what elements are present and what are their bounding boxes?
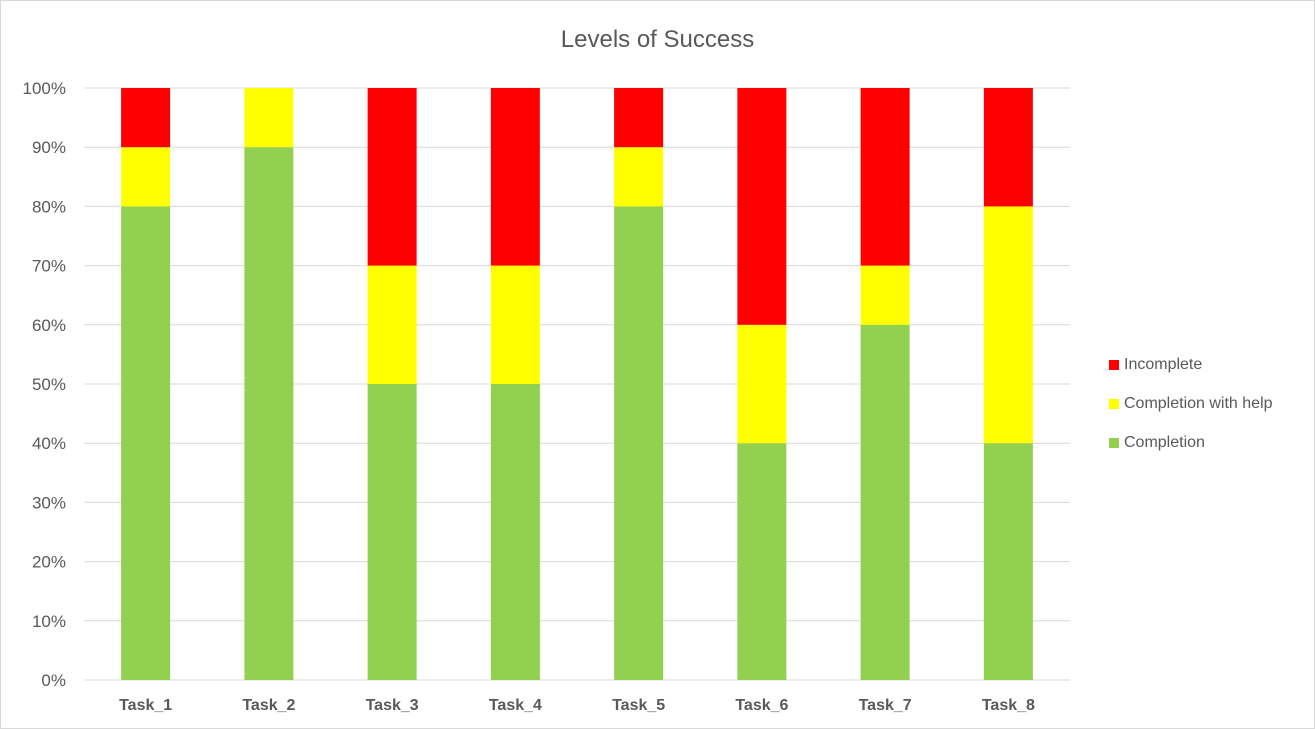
- chart-title: Levels of Success: [560, 26, 755, 53]
- bar-segment-completion-with-help: [614, 147, 664, 207]
- legend-swatch: [1109, 398, 1119, 409]
- x-tick-label: Task_8: [982, 697, 1035, 714]
- y-tick-label: 100%: [23, 79, 66, 98]
- y-axis-tick-labels: 0% 10% 20% 30% 40% 50% 60% 70% 80% 90% 100%: [23, 79, 66, 690]
- bar-segment-completion-with-help: [367, 265, 417, 384]
- bar-segment-completion-with-help: [983, 206, 1033, 444]
- bar-segment-completion: [367, 384, 417, 680]
- y-tick-label: 90%: [32, 138, 66, 157]
- x-tick-label: Task_4: [489, 697, 542, 714]
- bar-segment-incomplete: [490, 88, 540, 266]
- legend-item: Completion with help: [1109, 384, 1273, 423]
- legend-label: Incomplete: [1124, 355, 1203, 373]
- legend-swatch: [1109, 437, 1119, 448]
- bar-segment-completion: [244, 147, 294, 680]
- y-tick-label: 30%: [32, 493, 66, 512]
- legend-item: Incomplete: [1109, 345, 1273, 384]
- bar-segment-completion: [614, 206, 664, 680]
- x-tick-label: Task_1: [119, 697, 172, 714]
- y-tick-label: 50%: [32, 375, 66, 394]
- legend-label: Completion: [1124, 433, 1205, 451]
- bar-segment-incomplete: [737, 88, 787, 325]
- x-tick-label: Task_6: [735, 697, 788, 714]
- bar-segment-completion: [737, 443, 787, 680]
- y-tick-label: 20%: [32, 553, 66, 572]
- y-tick-label: 80%: [32, 197, 66, 216]
- bar-segment-completion: [860, 324, 910, 680]
- legend-label: Completion with help: [1124, 394, 1273, 412]
- bar-segment-incomplete: [121, 88, 171, 148]
- y-tick-label: 70%: [32, 257, 66, 276]
- x-tick-label: Task_5: [612, 697, 665, 714]
- x-tick-label: Task_7: [859, 697, 912, 714]
- y-tick-label: 10%: [32, 612, 66, 631]
- legend: Incomplete Completion with help Completion: [1109, 345, 1273, 462]
- y-tick-label: 60%: [32, 316, 66, 335]
- y-tick-label: 40%: [32, 434, 66, 453]
- bar-segment-incomplete: [983, 88, 1033, 207]
- x-tick-label: Task_2: [242, 697, 295, 714]
- bars: [121, 88, 1033, 680]
- bar-segment-completion-with-help: [121, 147, 171, 207]
- bar-segment-completion: [490, 384, 540, 680]
- bar-segment-completion: [983, 443, 1033, 680]
- legend-item: Completion: [1109, 423, 1273, 462]
- bar-segment-completion-with-help: [737, 324, 787, 444]
- x-tick-label: Task_3: [366, 697, 419, 714]
- legend-swatch: [1109, 359, 1119, 370]
- bar-segment-completion-with-help: [244, 88, 294, 148]
- gridlines: [84, 87, 1070, 681]
- y-tick-label: 0%: [41, 671, 66, 690]
- bar-segment-completion-with-help: [490, 265, 540, 384]
- bar-segment-completion-with-help: [860, 265, 910, 325]
- bar-segment-incomplete: [614, 88, 664, 148]
- bar-segment-completion: [121, 206, 171, 680]
- x-axis-tick-labels: Task_1 Task_2 Task_3 Task_4 Task_5 Task_6 Task…: [119, 697, 1035, 714]
- bar-segment-incomplete: [367, 88, 417, 266]
- bar-segment-incomplete: [860, 88, 910, 266]
